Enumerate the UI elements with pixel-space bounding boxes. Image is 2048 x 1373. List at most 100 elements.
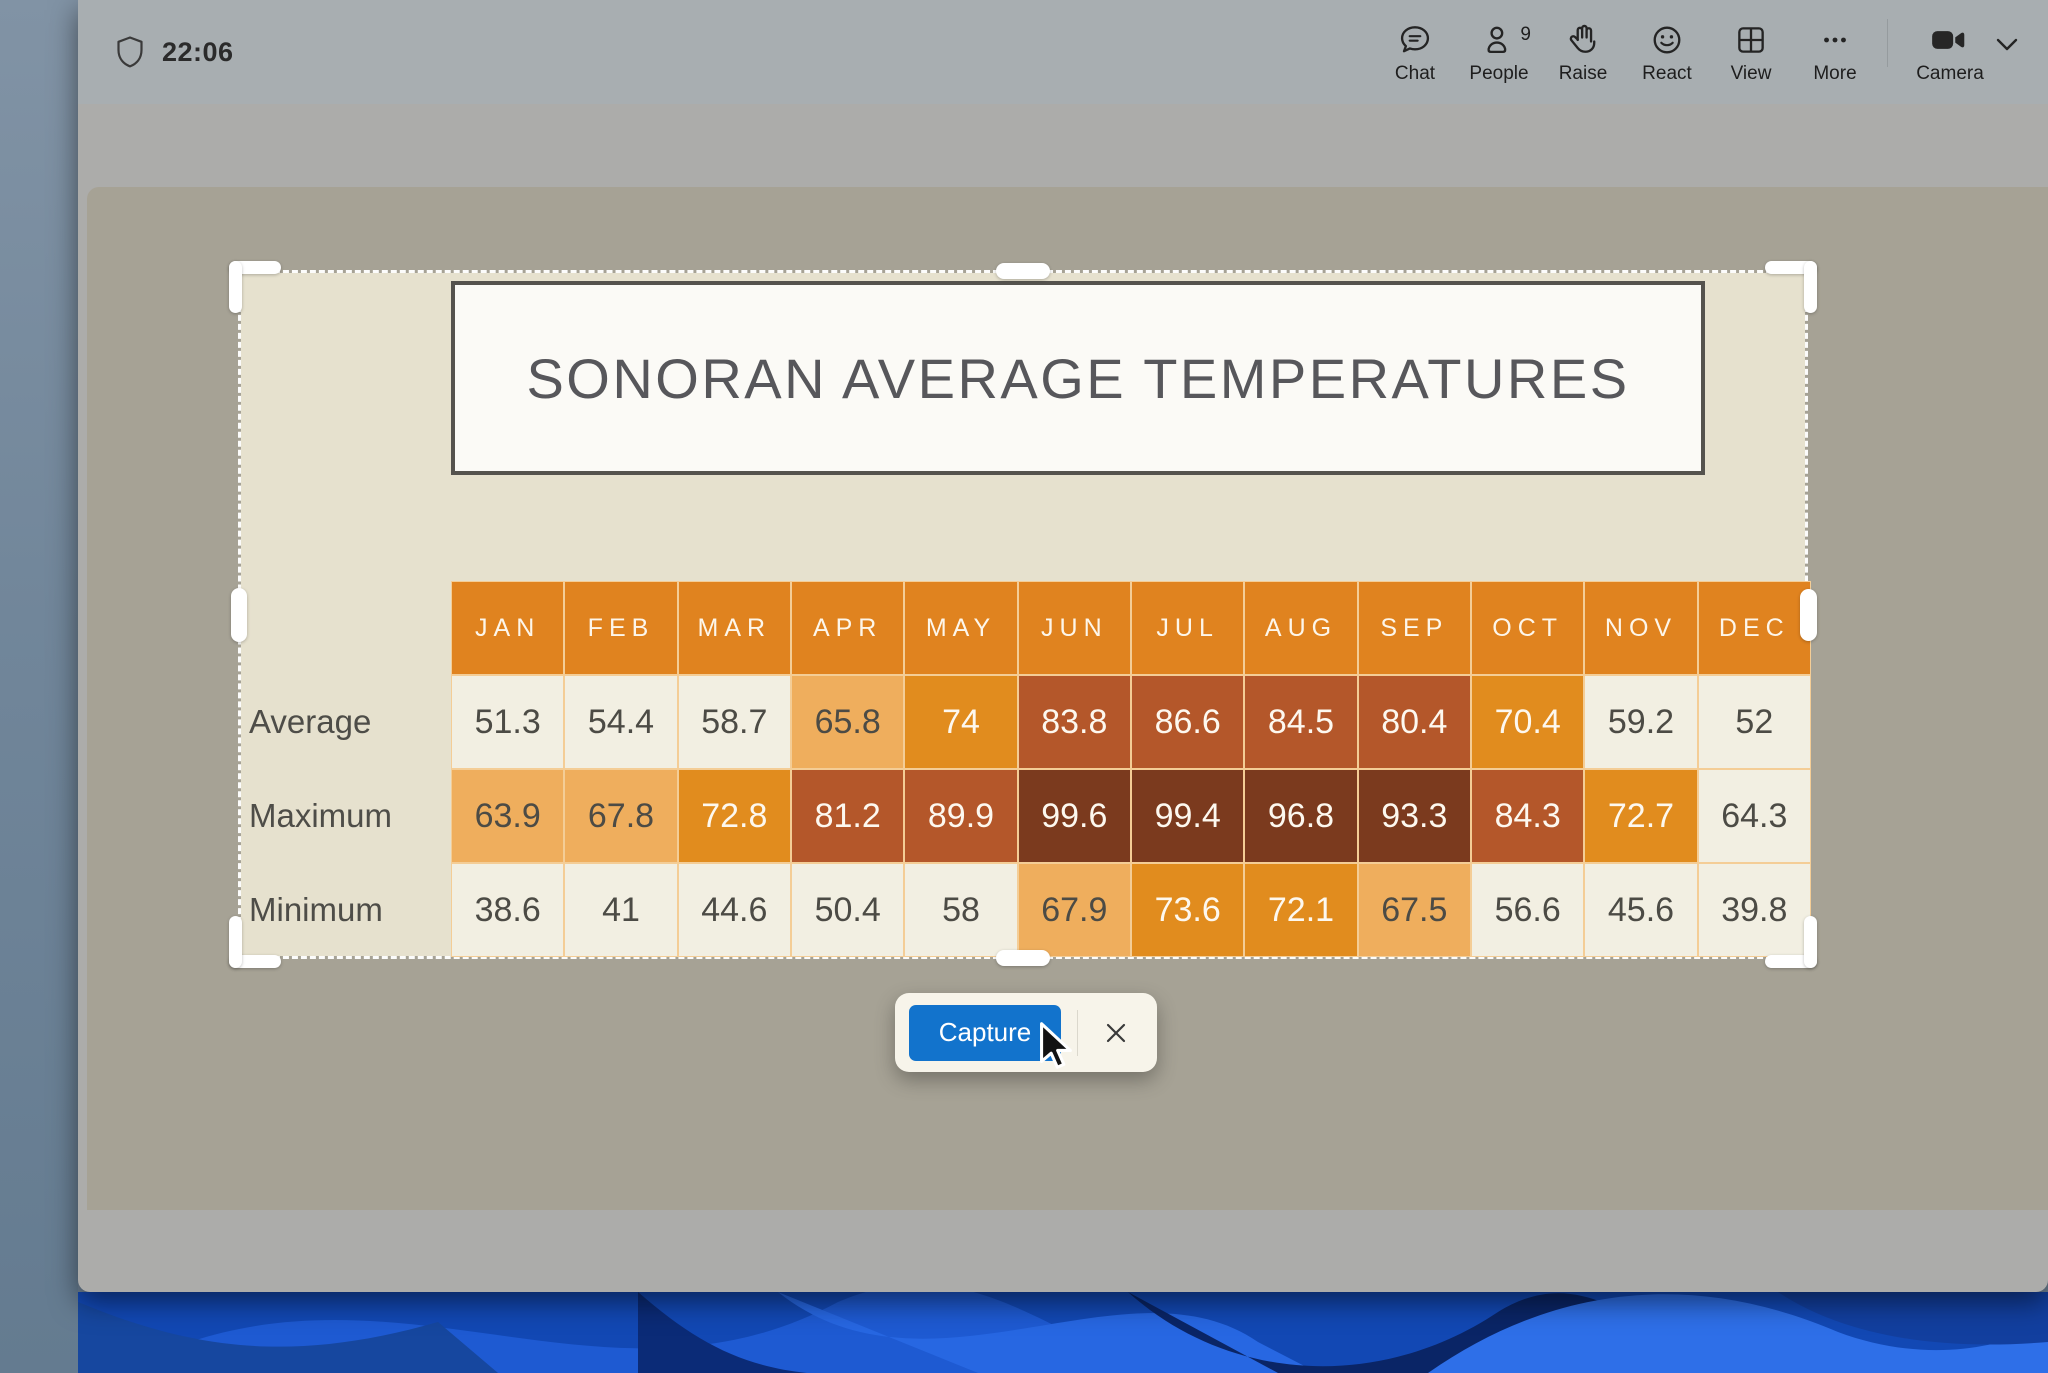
table-header-cell: DEC	[1697, 581, 1811, 675]
table-value-cell: 96.8	[1244, 769, 1358, 863]
table-value-cell: 72.1	[1244, 863, 1358, 957]
table-value-cell: 59.2	[1584, 675, 1698, 769]
table-value-cell: 80.4	[1357, 675, 1471, 769]
table-value-cell: 51.3	[451, 675, 565, 769]
table-header-cell: APR	[791, 581, 905, 675]
selection-handle-left[interactable]	[231, 587, 247, 642]
react-button[interactable]: React	[1625, 0, 1709, 104]
meeting-toolbar: 22:06 Chat 9 Peop	[78, 0, 2048, 104]
slide-title: SONORAN AVERAGE TEMPERATURES	[526, 346, 1630, 410]
camera-button[interactable]: Camera	[1898, 0, 2018, 104]
table-value-cell: 72.7	[1584, 769, 1698, 863]
chat-label: Chat	[1394, 62, 1436, 84]
row-label: Minimum	[249, 891, 383, 928]
table-header-cell: JUL	[1131, 581, 1245, 675]
people-button[interactable]: 9 People	[1457, 0, 1541, 104]
table-value-cell: 99.6	[1017, 769, 1131, 863]
selection-handle-top-left[interactable]	[229, 261, 281, 274]
wallpaper-swirls-image	[78, 1284, 2048, 1373]
view-button[interactable]: View	[1709, 0, 1793, 104]
selection-handle-bottom-left[interactable]	[229, 916, 242, 968]
meeting-time-group: 22:06	[114, 0, 234, 104]
desktop-background-left	[0, 0, 78, 1373]
table-value-cell: 45.6	[1584, 863, 1698, 957]
slide-title-box: SONORAN AVERAGE TEMPERATURES	[451, 281, 1705, 475]
close-icon	[1106, 1023, 1126, 1042]
table-value-cell: 39.8	[1697, 863, 1811, 957]
table-header-cell: MAR	[677, 581, 791, 675]
raise-hand-button[interactable]: Raise	[1541, 0, 1625, 104]
table-header-cell: NOV	[1584, 581, 1698, 675]
table-value-cell: 67.5	[1357, 863, 1471, 957]
table-value-cell: 54.4	[564, 675, 678, 769]
table-header-cell: MAY	[904, 581, 1018, 675]
table-row-labels: Average Maximum Minimum	[247, 675, 447, 957]
table-value-cell: 58.7	[677, 675, 791, 769]
view-icon	[1738, 26, 1764, 53]
meeting-time: 22:06	[162, 36, 234, 67]
people-icon	[1487, 26, 1507, 53]
raise-label: Raise	[1558, 62, 1608, 84]
table-value-cell: 63.9	[451, 769, 565, 863]
selection-handle-top-right[interactable]	[1804, 261, 1817, 313]
table-value-cell: 64.3	[1697, 769, 1811, 863]
selection-handle-bottom-left[interactable]	[229, 955, 281, 968]
table-header-cell: JUN	[1017, 581, 1131, 675]
table-value-cell: 72.8	[677, 769, 791, 863]
selection-handle-top[interactable]	[996, 263, 1050, 279]
toolbar-divider	[1887, 19, 1888, 67]
row-label: Average	[249, 703, 372, 740]
table-value-cell: 74	[904, 675, 1018, 769]
table-value-cell: 58	[904, 863, 1018, 957]
windows-wallpaper	[78, 1284, 2048, 1373]
chevron-down-icon[interactable]	[1994, 36, 2020, 54]
raise-hand-icon	[1569, 24, 1596, 53]
close-capture-button[interactable]	[1094, 1005, 1138, 1061]
chat-button[interactable]: Chat	[1373, 0, 1457, 104]
table-value-cell: 86.6	[1131, 675, 1245, 769]
table-header-cell: OCT	[1471, 581, 1585, 675]
selection-handle-right[interactable]	[1800, 588, 1817, 641]
capture-toolbar-divider	[1077, 1009, 1078, 1056]
people-count-badge: 9	[1520, 24, 1531, 45]
table-value-cell: 44.6	[677, 863, 791, 957]
people-label: People	[1469, 62, 1529, 84]
selection-handle-top-left[interactable]	[229, 261, 242, 313]
table-header-cell: AUG	[1244, 581, 1358, 675]
table-value-cell: 52	[1697, 675, 1811, 769]
table-value-cell: 65.8	[791, 675, 905, 769]
table-value-cell: 56.6	[1471, 863, 1585, 957]
table-value-cell: 41	[564, 863, 678, 957]
more-button[interactable]: More	[1793, 0, 1877, 104]
table-header-cell: JAN	[451, 581, 565, 675]
table-value-cell: 84.5	[1244, 675, 1358, 769]
selection-handle-bottom[interactable]	[996, 950, 1050, 966]
capture-button[interactable]: Capture	[909, 1004, 1061, 1061]
table-value-cell: 83.8	[1017, 675, 1131, 769]
table-value-cell: 67.8	[564, 769, 678, 863]
table-value-cell: 93.3	[1357, 769, 1471, 863]
shield-icon	[117, 36, 143, 68]
table-value-cell: 38.6	[451, 863, 565, 957]
table-value-cell: 70.4	[1471, 675, 1585, 769]
meeting-actions: Chat 9 People Raise	[1373, 0, 2028, 104]
selection-handle-bottom-right[interactable]	[1804, 916, 1817, 968]
capture-selection-region[interactable]: SONORAN AVERAGE TEMPERATURES Average Maxi…	[229, 261, 1817, 968]
table-header-cell: SEP	[1357, 581, 1471, 675]
table-value-cell: 84.3	[1471, 769, 1585, 863]
more-label: More	[1813, 62, 1857, 84]
react-icon	[1653, 26, 1681, 53]
row-label: Maximum	[249, 797, 393, 834]
capture-toolbar: Capture	[895, 993, 1157, 1072]
camera-label: Camera	[1916, 62, 1984, 84]
more-icon	[1824, 37, 1846, 42]
table-value-cell: 50.4	[791, 863, 905, 957]
table-value-cell: 81.2	[791, 769, 905, 863]
react-label: React	[1642, 62, 1692, 84]
table-value-cell: 99.4	[1131, 769, 1245, 863]
table-header-cell: FEB	[564, 581, 678, 675]
temperature-table: JAN FEB MAR APR MAY JUN JUL AUG SEP OCT NOV DEC 51.3…	[451, 581, 1811, 957]
camera-icon	[1932, 30, 1965, 49]
chat-icon	[1400, 25, 1430, 52]
